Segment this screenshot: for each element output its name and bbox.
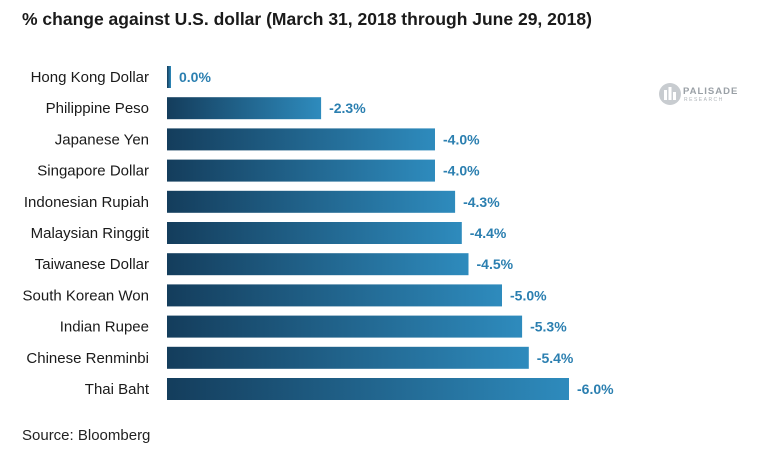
category-label: South Korean Won xyxy=(23,287,149,304)
value-label: -6.0% xyxy=(577,381,614,397)
category-label: Chinese Renminbi xyxy=(26,350,149,367)
category-label: Indian Rupee xyxy=(60,319,149,336)
bar xyxy=(167,190,456,213)
value-label: -4.5% xyxy=(477,256,514,272)
chart-title: % change against U.S. dollar (March 31, … xyxy=(22,9,592,29)
category-label: Indonesian Rupiah xyxy=(24,194,149,211)
value-label: -5.4% xyxy=(537,350,574,366)
bar xyxy=(167,128,435,151)
value-label: -4.3% xyxy=(463,194,500,210)
bar xyxy=(167,378,569,400)
bar xyxy=(167,346,529,369)
value-label: 0.0% xyxy=(179,69,211,85)
chart-source: Source: Bloomberg xyxy=(22,427,151,444)
bar xyxy=(167,253,469,276)
bar xyxy=(167,66,171,88)
bar xyxy=(167,284,502,307)
value-label: -4.0% xyxy=(443,131,480,147)
palisade-pillars-icon xyxy=(659,83,681,105)
category-label: Thai Baht xyxy=(85,381,150,398)
logo-name: PALISADE xyxy=(683,86,739,97)
logo-sub: RESEARCH xyxy=(684,97,724,103)
value-label: -5.0% xyxy=(510,287,547,303)
bar xyxy=(167,222,462,244)
category-label: Singapore Dollar xyxy=(37,163,149,180)
bar xyxy=(167,97,322,120)
category-label: Hong Kong Dollar xyxy=(31,69,149,86)
value-label: -2.3% xyxy=(329,100,366,116)
category-label: Philippine Peso xyxy=(46,100,149,117)
category-label: Malaysian Ringgit xyxy=(31,225,150,242)
value-label: -5.3% xyxy=(530,319,567,335)
bar xyxy=(167,159,435,182)
bars-layer: Hong Kong Dollar 0.0% Philippine Peso -2.3%… xyxy=(23,66,614,400)
category-label: Japanese Yen xyxy=(55,131,149,148)
category-label: Taiwanese Dollar xyxy=(35,256,149,273)
value-label: -4.4% xyxy=(470,225,507,241)
value-label: -4.0% xyxy=(443,163,480,179)
bar xyxy=(167,315,523,338)
palisade-logo: PALISADE RESEARCH xyxy=(658,82,758,108)
